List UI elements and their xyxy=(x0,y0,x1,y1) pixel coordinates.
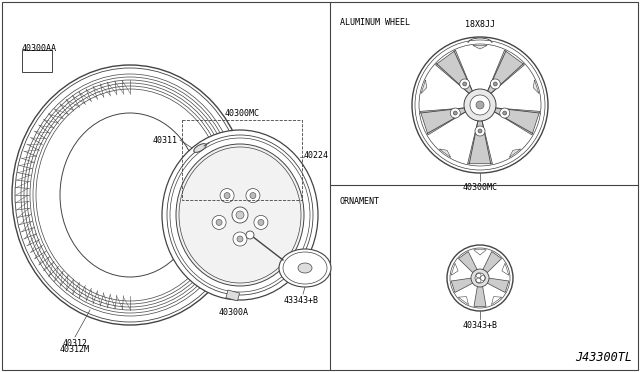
Text: 40300AA: 40300AA xyxy=(22,44,57,53)
Polygon shape xyxy=(421,80,427,93)
Circle shape xyxy=(460,79,470,89)
Circle shape xyxy=(470,95,490,115)
Polygon shape xyxy=(487,278,509,292)
Polygon shape xyxy=(509,149,521,157)
Circle shape xyxy=(447,245,513,311)
Ellipse shape xyxy=(162,130,318,300)
Text: 40300A: 40300A xyxy=(219,308,249,317)
Circle shape xyxy=(237,236,243,242)
Circle shape xyxy=(500,108,509,118)
Circle shape xyxy=(453,111,457,115)
Polygon shape xyxy=(473,45,487,49)
Polygon shape xyxy=(533,80,539,93)
Circle shape xyxy=(224,193,230,199)
Circle shape xyxy=(463,82,467,86)
Circle shape xyxy=(246,189,260,203)
Circle shape xyxy=(475,126,485,136)
Polygon shape xyxy=(468,121,492,164)
Circle shape xyxy=(478,129,482,133)
Text: ALUMINUM WHEEL: ALUMINUM WHEEL xyxy=(340,18,410,27)
Circle shape xyxy=(490,79,500,89)
Bar xyxy=(182,120,302,200)
Polygon shape xyxy=(458,296,468,305)
Polygon shape xyxy=(492,296,502,305)
Ellipse shape xyxy=(298,263,312,273)
Text: 40312: 40312 xyxy=(63,339,88,348)
Ellipse shape xyxy=(176,144,304,286)
Bar xyxy=(22,50,52,72)
Bar xyxy=(226,290,239,301)
Circle shape xyxy=(212,215,226,230)
Circle shape xyxy=(216,219,222,225)
Circle shape xyxy=(232,207,248,223)
Text: 40343+B: 40343+B xyxy=(463,321,497,330)
Text: 40300MC: 40300MC xyxy=(463,183,497,192)
Polygon shape xyxy=(483,251,502,273)
Polygon shape xyxy=(474,250,486,255)
Polygon shape xyxy=(458,251,477,273)
Circle shape xyxy=(246,231,254,239)
Circle shape xyxy=(233,232,247,246)
Circle shape xyxy=(236,211,244,219)
Text: 43343+B: 43343+B xyxy=(284,296,319,305)
Circle shape xyxy=(475,273,485,283)
Text: 40300MC: 40300MC xyxy=(225,109,259,118)
Circle shape xyxy=(503,111,507,115)
Polygon shape xyxy=(474,286,486,307)
Circle shape xyxy=(258,219,264,225)
Ellipse shape xyxy=(60,113,200,277)
Circle shape xyxy=(250,193,256,199)
Text: 18X8JJ: 18X8JJ xyxy=(465,20,495,29)
Circle shape xyxy=(254,215,268,230)
Text: ORNAMENT: ORNAMENT xyxy=(340,197,380,206)
Circle shape xyxy=(476,101,484,109)
Text: 40312M: 40312M xyxy=(60,345,90,354)
Circle shape xyxy=(451,108,460,118)
Polygon shape xyxy=(451,263,458,275)
Ellipse shape xyxy=(279,249,331,287)
Polygon shape xyxy=(439,149,451,157)
Polygon shape xyxy=(488,50,525,93)
Circle shape xyxy=(464,89,496,121)
Polygon shape xyxy=(495,108,540,135)
Text: 40311: 40311 xyxy=(153,135,178,144)
Polygon shape xyxy=(451,278,473,292)
Circle shape xyxy=(471,269,489,287)
Polygon shape xyxy=(502,263,509,275)
Circle shape xyxy=(493,82,497,86)
Polygon shape xyxy=(435,50,472,93)
Text: 40224: 40224 xyxy=(304,151,329,160)
Polygon shape xyxy=(420,108,465,135)
Circle shape xyxy=(412,37,548,173)
Text: J43300TL: J43300TL xyxy=(575,351,632,364)
Circle shape xyxy=(220,189,234,203)
Ellipse shape xyxy=(194,144,206,153)
